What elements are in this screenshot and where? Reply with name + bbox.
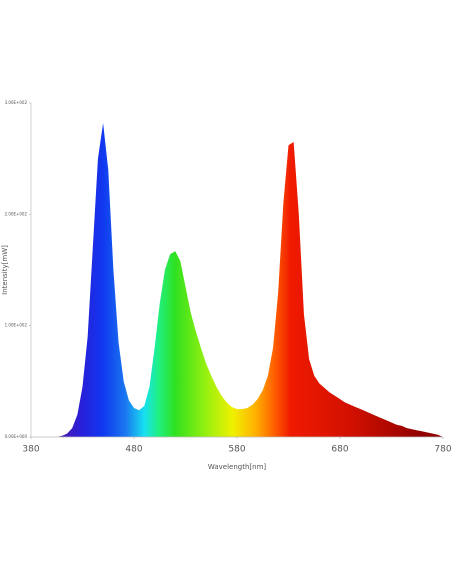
x-tick-label: 480: [125, 445, 142, 455]
x-axis-label: Wavelength[nm]: [208, 463, 267, 471]
y-tick-label: 0.00E+000: [5, 434, 28, 439]
y-tick-label: 3.00E+002: [5, 100, 28, 105]
x-tick-label: 680: [331, 445, 348, 455]
x-tick-label: 780: [434, 445, 451, 455]
x-tick-label: 580: [228, 445, 245, 455]
y-tick-label: 1.00E+002: [5, 323, 28, 328]
y-axis-label: Intensity[mW]: [1, 245, 9, 295]
spectrum-area: [31, 123, 443, 437]
x-tick-label: 380: [22, 445, 39, 455]
y-tick-label: 2.00E+002: [5, 211, 28, 216]
